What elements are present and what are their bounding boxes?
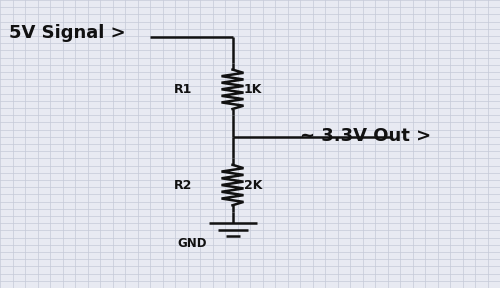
Text: 5V Signal >: 5V Signal > [9, 24, 126, 42]
Text: 1K: 1K [244, 83, 262, 96]
Text: 2K: 2K [244, 179, 262, 192]
Text: R2: R2 [174, 179, 193, 192]
Text: R1: R1 [174, 83, 193, 96]
Text: ~ 3.3V Out >: ~ 3.3V Out > [300, 127, 431, 145]
Text: GND: GND [178, 237, 208, 250]
